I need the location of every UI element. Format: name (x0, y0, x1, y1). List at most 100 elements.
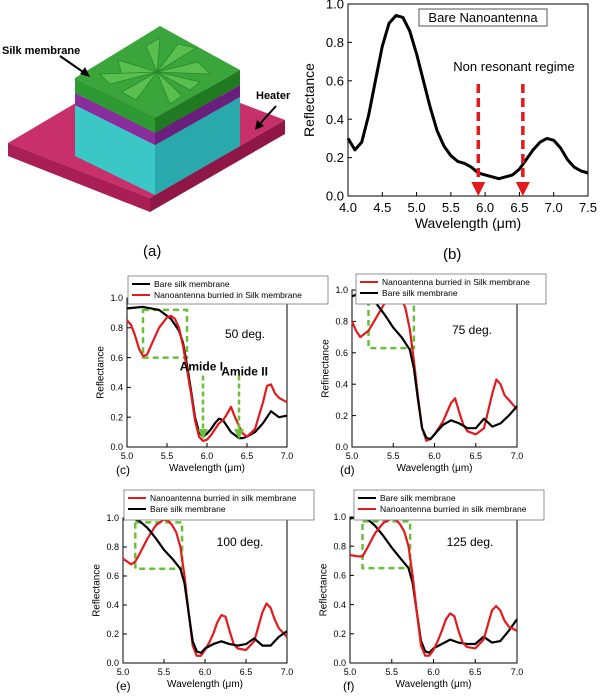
resonance-arrowhead-1 (515, 182, 530, 196)
x-tick-label-e: 5.5 (158, 667, 171, 677)
panel-label-c: (c) (116, 463, 130, 477)
x-tick-label-c: 5.0 (121, 451, 134, 461)
y-tick-label-b: 0.0 (326, 189, 344, 204)
x-axis-label-d: Wavelength (μm) (397, 463, 473, 474)
legend-label-f-0: Bare silk membrane (380, 493, 456, 503)
chart-f: 5.0 5.5 6.0 6.5 7.0 0.0 0.2 0.4 0.6 0.8 1.0 Wavelen… (319, 489, 545, 693)
y-tick-label-d: 0.8 (335, 317, 348, 327)
legend-label-e-1: Bare silk membrane (150, 504, 226, 514)
y-tick-label-d: 0.2 (335, 411, 348, 421)
title-box-b (418, 8, 548, 27)
chart-c: 5.0 5.5 6.0 6.5 7.0 0.0 0.2 0.4 0.6 0.8 1.0 Wavelen… (96, 275, 329, 477)
plot-frame-b (347, 3, 589, 197)
angle-label-c: 50 deg. (225, 327, 265, 341)
y-tick-label-d: 0.0 (335, 442, 348, 452)
x-tick-label-e: 6.0 (199, 667, 212, 677)
y-tick-label-d: 1.0 (335, 285, 348, 295)
silk-membrane-label: Silk membrane (2, 45, 81, 57)
y-axis-label-c: Reflectance (96, 346, 107, 399)
y-tick-label-f: 0.2 (333, 629, 346, 639)
x-tick-label-e: 5.0 (117, 667, 130, 677)
chart-e: 5.0 5.5 6.0 6.5 7.0 0.0 0.2 0.4 0.6 0.8 1.0 Wavelen… (92, 489, 315, 693)
y-axis-label-b: Reflectance (301, 63, 317, 137)
y-tick-label-c: 0.6 (110, 353, 123, 363)
y-tick-label-e: 1.0 (106, 513, 119, 523)
x-tick-label-d: 6.5 (469, 451, 482, 461)
series-line-b-0 (346, 14, 589, 181)
x-tick-label-b: 7.5 (579, 200, 597, 215)
legend-label-e-0: Nanoantenna burried in silk membrane (150, 493, 297, 503)
series-line-e-1 (122, 516, 288, 654)
y-tick-label-b: 0.8 (326, 35, 344, 50)
y-tick-label-f: 0.4 (333, 600, 346, 610)
y-tick-label-b: 0.2 (326, 150, 344, 165)
x-axis-label-b: Wavelength (μm) (415, 215, 521, 231)
legend-label-c-0: Bare silk membrane (154, 279, 230, 289)
x-axis-label-e: Wavelength (μm) (167, 679, 243, 690)
series-line-f-1 (349, 517, 518, 657)
y-tick-label-f: 0.8 (333, 541, 346, 551)
y-tick-label-c: 0.4 (110, 383, 123, 393)
angle-label-e: 100 deg. (217, 535, 264, 549)
x-tick-label-b: 5.5 (442, 200, 460, 215)
legend-box-d (355, 273, 547, 305)
x-tick-label-e: 6.5 (240, 667, 253, 677)
x-tick-label-b: 4.5 (373, 200, 391, 215)
panel-label-b: (b) (443, 246, 462, 263)
x-tick-label-f: 7.0 (511, 667, 524, 677)
y-tick-label-b: 0.4 (326, 112, 344, 127)
x-axis-label-f: Wavelength (μm) (396, 679, 472, 690)
y-tick-label-c: 1.0 (110, 293, 123, 303)
y-tick-label-f: 0.6 (333, 571, 346, 581)
x-axis-label-c: Wavelength (μm) (169, 463, 245, 474)
x-tick-label-b: 7.0 (545, 200, 563, 215)
x-tick-label-c: 6.5 (241, 451, 254, 461)
series-line-d-1 (351, 292, 518, 441)
y-tick-label-c: 0.0 (110, 442, 123, 452)
x-tick-label-c: 6.0 (201, 451, 214, 461)
y-tick-label-c: 0.2 (110, 412, 123, 422)
x-tick-label-b: 5.0 (408, 200, 426, 215)
legend-label-d-1: Bare silk membrane (382, 288, 458, 298)
y-tick-label-b: 1.0 (326, 0, 344, 12)
angle-label-d: 75 deg. (452, 323, 492, 337)
x-tick-label-d: 7.0 (511, 451, 524, 461)
x-tick-label-c: 7.0 (281, 451, 294, 461)
panel-label-d: (d) (340, 463, 355, 477)
x-tick-label-d: 5.5 (387, 451, 400, 461)
legend-label-d-0: Nanoantenna burried in Silk membrane (382, 277, 530, 287)
x-tick-label-f: 6.5 (469, 667, 482, 677)
legend-label-c-1: Nanoantenna burried in Silk membrane (154, 290, 302, 300)
legend-box-c (127, 275, 329, 305)
heater-label: Heater (256, 90, 291, 102)
legend-box-f (353, 489, 545, 521)
resonance-arrowhead-0 (471, 182, 486, 196)
y-axis-label-e: Reflectance (92, 564, 103, 617)
y-tick-label-e: 0.0 (106, 658, 119, 668)
x-tick-label-c: 5.5 (161, 451, 174, 461)
y-tick-label-c: 0.8 (110, 323, 123, 333)
chart-title-b: Bare Nanoantenna (428, 10, 538, 25)
y-tick-label-d: 0.4 (335, 379, 348, 389)
y-tick-label-e: 0.2 (106, 629, 119, 639)
y-tick-label-e: 0.6 (106, 571, 119, 581)
x-tick-label-d: 5.0 (346, 451, 359, 461)
y-axis-label-f: Reflectance (319, 563, 330, 616)
y-tick-label-f: 0.0 (333, 658, 346, 668)
y-axis-label-d: Refinectance (321, 339, 332, 398)
panel-label-a: (a) (143, 243, 162, 260)
series-line-c-1 (126, 314, 288, 443)
amide-arrowhead-0 (198, 429, 208, 440)
x-tick-label-b: 6.5 (510, 200, 528, 215)
y-tick-label-d: 0.6 (335, 348, 348, 358)
x-tick-label-b: 4.0 (339, 200, 357, 215)
panel-label-f: (f) (343, 679, 354, 693)
y-tick-label-f: 1.0 (333, 512, 346, 522)
amide-label-1: Amide II (221, 365, 268, 379)
amide-arrowhead-1 (234, 429, 244, 440)
x-tick-label-d: 6.0 (428, 451, 441, 461)
x-tick-label-f: 5.0 (344, 667, 357, 677)
chart-d: 5.0 5.5 6.0 6.5 7.0 0.0 0.2 0.4 0.6 0.8 1.0 Wavelen… (321, 273, 547, 477)
y-tick-label-b: 0.6 (326, 73, 344, 88)
